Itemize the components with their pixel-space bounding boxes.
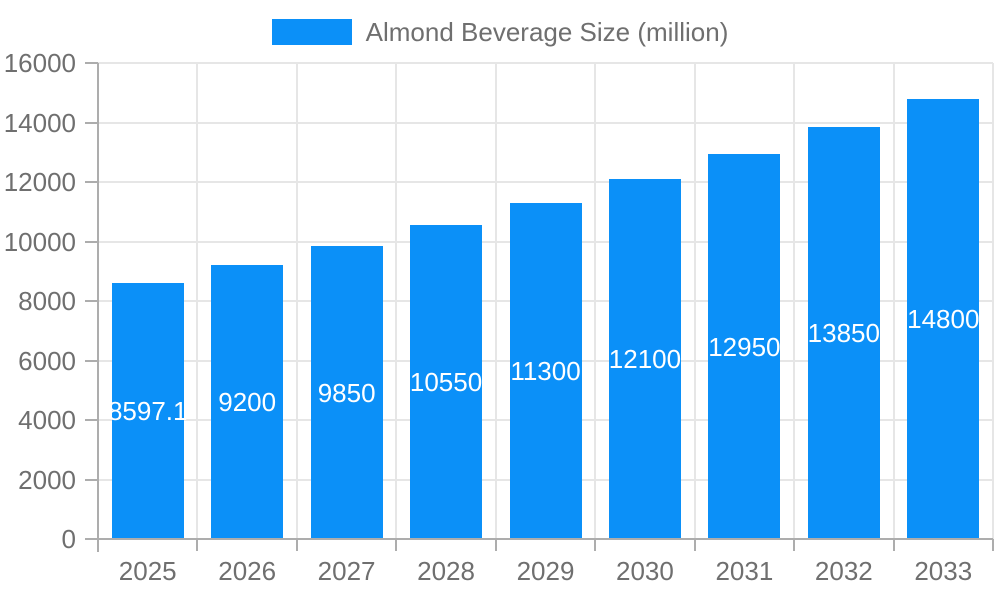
x-axis-tick-label: 2027 xyxy=(317,556,376,586)
gridline-vertical xyxy=(395,63,398,539)
bar[interactable] xyxy=(509,203,582,539)
gridline-horizontal xyxy=(98,181,993,183)
x-axis-tick xyxy=(295,539,298,551)
x-axis-tick-label: 2025 xyxy=(118,556,177,586)
bar-value-label: 9850 xyxy=(317,377,376,408)
y-axis-tick-label: 16000 xyxy=(3,48,76,78)
legend-swatch xyxy=(271,19,352,45)
gridline-vertical xyxy=(793,63,796,539)
x-axis-tick-label: 2031 xyxy=(715,556,774,586)
y-axis-line xyxy=(97,63,99,552)
bar[interactable] xyxy=(310,246,383,539)
gridline-vertical xyxy=(494,63,497,539)
bar-value-label: 14800 xyxy=(907,304,980,334)
x-axis-tick xyxy=(693,539,696,551)
x-axis-tick-label: 2030 xyxy=(616,556,674,586)
bar[interactable] xyxy=(907,99,980,539)
gridline-vertical xyxy=(594,63,597,539)
y-axis-tick xyxy=(85,359,98,362)
y-axis-tick-label: 8000 xyxy=(18,286,76,316)
bar-value-label: 12100 xyxy=(608,344,682,374)
gridline-vertical xyxy=(992,63,994,539)
y-axis-tick xyxy=(85,121,98,124)
x-axis-line xyxy=(98,538,993,540)
x-axis-tick xyxy=(594,539,597,551)
x-axis-tick xyxy=(793,539,796,551)
bar-value-label: 13850 xyxy=(807,318,880,348)
x-axis-tick-label: 2033 xyxy=(914,556,973,586)
x-axis-tick xyxy=(395,539,398,551)
x-axis-tick xyxy=(494,539,497,551)
x-axis-tick xyxy=(892,539,895,551)
bar[interactable] xyxy=(807,127,880,539)
legend-label: Almond Beverage Size (million) xyxy=(365,16,729,47)
x-axis-tick-label: 2026 xyxy=(218,556,277,586)
x-axis-tick xyxy=(992,539,994,551)
gridline-horizontal xyxy=(98,121,993,124)
gridline-horizontal xyxy=(98,62,993,64)
y-axis-tick-label: 4000 xyxy=(18,405,76,435)
gridline-vertical xyxy=(892,63,895,539)
bar-value-label: 9200 xyxy=(218,387,277,417)
x-axis-tick-label: 2028 xyxy=(417,556,475,586)
legend[interactable]: Almond Beverage Size (million) xyxy=(0,16,1000,47)
bar[interactable] xyxy=(608,179,681,539)
bar[interactable] xyxy=(708,154,781,539)
x-axis-tick-label: 2029 xyxy=(516,556,575,586)
y-axis-tick-label: 10000 xyxy=(3,226,76,257)
y-axis-tick xyxy=(85,300,98,302)
y-axis-tick-label: 12000 xyxy=(3,167,76,197)
y-axis-tick-label: 6000 xyxy=(18,345,76,376)
y-axis-tick-label: 2000 xyxy=(18,464,76,495)
bar[interactable] xyxy=(410,225,483,539)
x-axis-tick xyxy=(97,539,99,551)
bar-value-label: 11300 xyxy=(510,356,581,386)
bar-value-label: 12950 xyxy=(708,331,781,362)
gridline-vertical xyxy=(693,63,696,539)
y-axis-tick xyxy=(85,419,98,421)
bar-value-label: 10550 xyxy=(409,367,483,397)
y-axis-tick xyxy=(85,538,98,540)
gridline-vertical xyxy=(295,63,298,539)
bar[interactable] xyxy=(211,265,284,539)
y-axis-tick xyxy=(85,62,98,64)
bar[interactable] xyxy=(111,283,184,539)
bar-value-label: 8597.1 xyxy=(107,396,188,426)
x-axis-tick-label: 2032 xyxy=(814,556,873,586)
y-axis-tick xyxy=(85,478,98,481)
gridline-vertical xyxy=(196,63,199,539)
x-axis-tick xyxy=(196,539,199,551)
y-axis-tick xyxy=(85,240,98,243)
y-axis-tick-label: 0 xyxy=(61,524,76,554)
y-axis-tick xyxy=(85,181,98,183)
y-axis-tick-label: 14000 xyxy=(3,107,76,138)
